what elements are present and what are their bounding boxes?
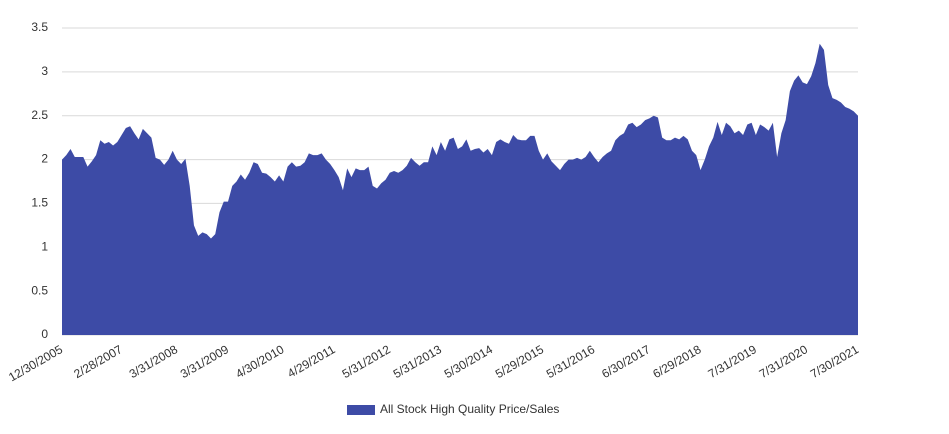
y-tick-label: 1 (41, 239, 48, 253)
area (62, 43, 858, 335)
x-tick-label: 6/29/2018 (650, 342, 704, 381)
x-tick-label: 5/30/2014 (442, 342, 496, 381)
x-tick-label: 3/31/2009 (178, 342, 232, 381)
x-tick-label: 7/30/2021 (808, 342, 862, 381)
y-tick-label: 3 (41, 64, 48, 78)
x-tick-label: 7/31/2019 (706, 342, 760, 381)
y-tick-label: 2 (41, 152, 48, 166)
x-tick-label: 12/30/2005 (6, 342, 65, 384)
legend: All Stock High Quality Price/Sales (347, 402, 559, 416)
x-tick-label: 5/31/2013 (391, 342, 445, 381)
legend-label: All Stock High Quality Price/Sales (380, 402, 559, 416)
x-tick-label: 7/31/2020 (757, 342, 811, 381)
y-tick-label: 1.5 (31, 196, 48, 210)
x-tick-label: 5/31/2016 (544, 342, 598, 381)
x-tick-label: 4/29/2011 (285, 342, 338, 381)
y-tick-label: 0.5 (31, 283, 48, 297)
y-tick-label: 3.5 (31, 20, 48, 34)
y-tick-label: 0 (41, 327, 48, 341)
x-tick-label: 5/31/2012 (340, 342, 394, 381)
x-tick-label: 3/31/2008 (127, 342, 181, 381)
y-tick-label: 2.5 (31, 108, 48, 122)
x-tick-label: 5/29/2015 (493, 342, 547, 381)
x-tick-label: 4/30/2010 (233, 342, 287, 381)
legend-swatch (347, 405, 375, 415)
x-tick-label: 6/30/2017 (599, 342, 653, 381)
x-tick-label: 2/28/2007 (71, 342, 125, 381)
